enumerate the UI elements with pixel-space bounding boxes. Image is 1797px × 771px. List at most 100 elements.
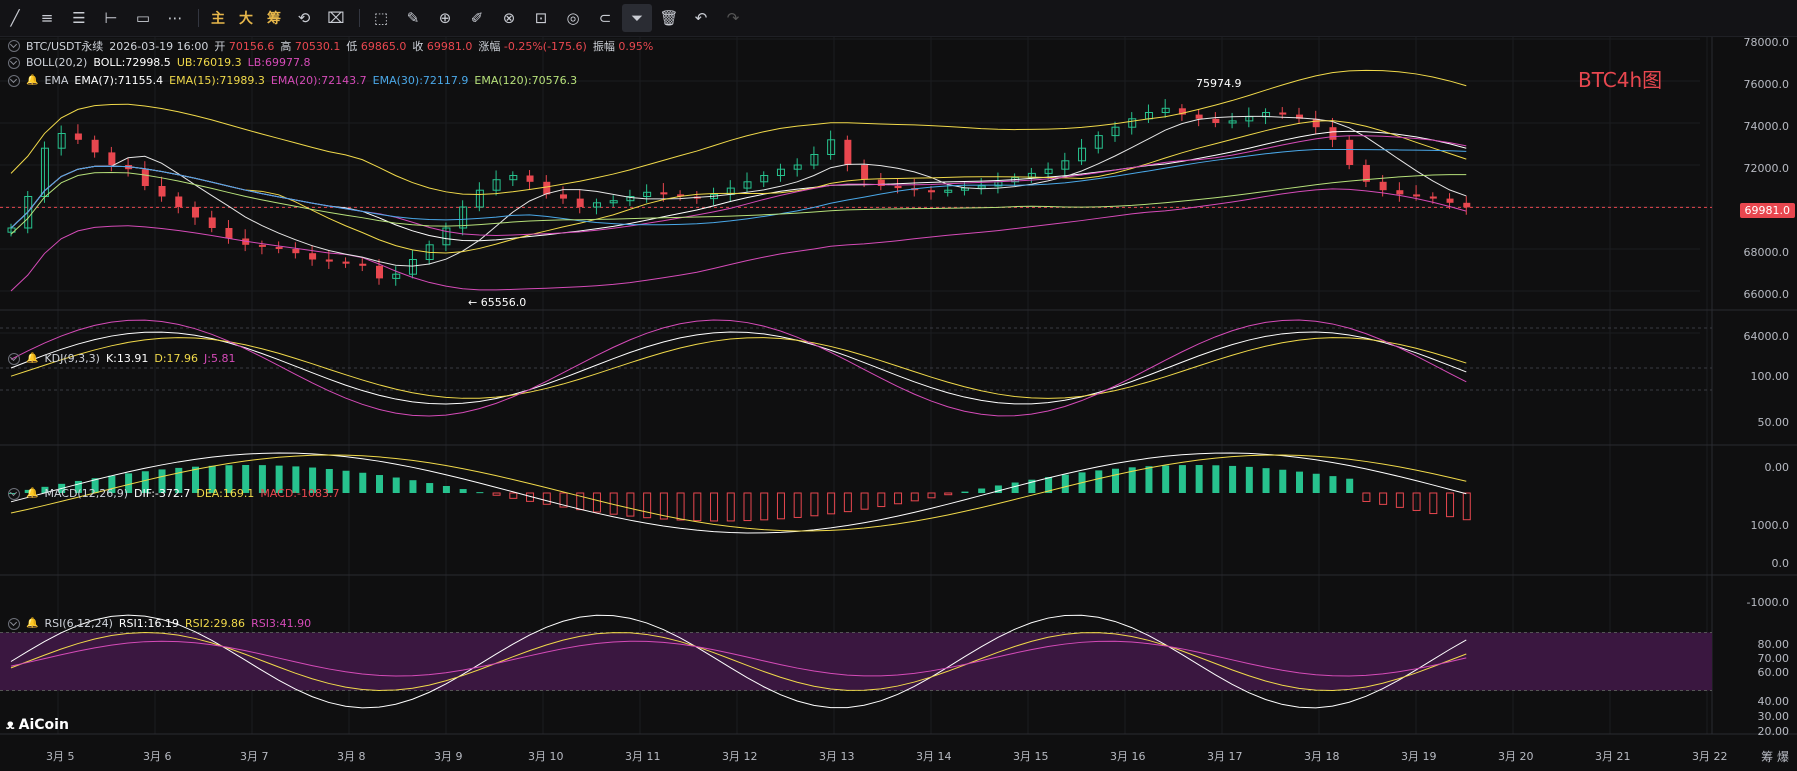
collapse-icon[interactable] [8,617,20,630]
date-tick: 3月 16 [1110,750,1146,763]
kdj-tick: 100.00 [1750,370,1790,383]
trash-icon[interactable]: 🗑 [659,9,679,27]
redo-icon[interactable]: ↷ [726,9,740,27]
macd-hist-bar [376,475,383,493]
replay-icon[interactable]: ⟲ [297,9,311,27]
macd-hist-bar [1011,482,1019,493]
candle-body [1195,114,1203,119]
macd-hist-bar [1162,465,1170,493]
ema30: EMA(30):72117.9 [372,74,469,87]
kdj-tick: 0.00 [1764,461,1790,474]
select-icon[interactable]: ⬚ [373,9,389,27]
date-tick: 3月 21 [1595,750,1631,763]
bell-icon[interactable]: 🔔 [26,618,39,629]
candle-body [459,206,468,229]
chips-button[interactable]: 筹 [267,11,281,27]
bell-icon[interactable]: 🔔 [26,353,39,364]
pattern-icon[interactable]: ⊗ [502,9,516,27]
macd-hist-bar [1128,467,1136,493]
macd-hist-bar [1229,465,1237,493]
date-tick: 3月 11 [625,750,661,763]
candle-body [677,194,685,197]
brush-icon[interactable]: ✐ [470,9,484,27]
rect-tool-icon[interactable]: ▭ [135,9,151,27]
price-tick: 66000.0 [1743,288,1790,301]
boll-lb: LB:69977.8 [247,56,311,69]
kdj-j-line [10,319,1467,417]
collapse-icon[interactable] [8,40,20,52]
measure-icon[interactable]: ✎ [406,9,420,27]
candle-body [776,168,785,176]
candle-body [1279,112,1287,115]
macd-dif-line [10,452,1467,534]
bell-icon[interactable]: 🔔 [26,75,39,86]
ray-tool-icon[interactable]: ⊢ [104,9,118,27]
collapse-icon[interactable] [8,487,20,500]
hline-tool-icon[interactable]: ≡ [40,9,54,27]
logo-text: AiCoin [18,716,69,733]
candle-body [977,185,986,189]
collapse-icon[interactable] [8,74,20,87]
bell-icon[interactable]: 🔔 [26,488,39,499]
zoom-icon[interactable]: ⊕ [438,9,452,27]
line-tool-icon[interactable]: ╱ [10,9,20,27]
ema120: EMA(120):70576.3 [474,74,578,87]
ema120-line [10,171,1467,235]
main-button[interactable]: 主 [211,11,225,27]
undo-icon[interactable]: ↶ [694,9,708,27]
macd-hist-bar [643,492,652,519]
chart-canvas[interactable] [0,37,1797,771]
candle-body [74,133,82,140]
macd-hist-bar [743,492,752,522]
rsi-tick: 40.00 [1757,695,1790,708]
date-tick: 3月 15 [1013,750,1049,763]
macd-hist-bar [309,467,317,493]
macd-hist-bar [927,492,936,499]
collapse-icon[interactable] [8,352,20,365]
large-button[interactable]: 大 [239,11,253,27]
eye-icon[interactable]: ◎ [566,9,580,27]
price-tick: 74000.0 [1743,120,1790,133]
macd-hist-bar [1112,468,1119,493]
magnet-icon[interactable]: ⊂ [598,9,612,27]
ema30-line [10,149,1467,229]
kdj-k: K:13.91 [105,352,149,365]
macd-hist-bar [978,488,986,493]
candle-body [1362,165,1370,182]
macd-hist-bar [426,483,434,493]
kdj-name: KDJ(9,3,3) [44,352,100,365]
candle-body [24,196,33,229]
collapse-icon[interactable] [8,56,20,69]
candle-body [1094,135,1103,149]
candle-body [376,265,383,279]
dots-tool-icon[interactable]: ⋯ [167,9,183,27]
channel-tool-icon[interactable]: ☰ [72,9,86,27]
macd-hist-bar [292,466,300,493]
lock-icon[interactable]: ⊡ [534,9,548,27]
date-tick: 3月 22 [1692,750,1728,763]
candle-body [1329,127,1337,140]
candle-body [1413,194,1421,197]
boll-lower-line [10,188,1467,292]
change-label: 涨幅 [478,40,501,53]
ema-name: EMA [44,74,69,87]
filter-icon[interactable]: ⏷ [622,4,652,32]
last-price-tag: 69981.0 [1739,203,1795,218]
ruler-icon[interactable]: ⌧ [327,9,345,27]
candle-body [1228,120,1237,124]
macd-hist-bar [944,492,953,496]
candle-body [208,217,216,228]
kdj-d-line [10,337,1467,399]
boll-upper-line [10,69,1467,195]
macd-legend: 🔔 MACD(12,26,9) DIF:-372.7 DEA:169.1 MAC… [8,487,339,500]
drawing-toolbar: ╱ ≡ ☰ ⊢ ▭ ⋯ 主 大 筹 ⟲ ⌧ ⬚ ✎ ⊕ ✐ ⊗ ⊡ ◎ ⊂ ⏷ … [0,0,1797,37]
date-tick: 3月 14 [916,750,952,763]
candle-body [1396,190,1404,195]
corner-buttons[interactable]: 筹 爆 [1761,750,1789,764]
candle-body [141,169,149,186]
amp-label: 振幅 [592,40,615,53]
boll-legend: BOLL(20,2) BOLL:72998.5 UB:76019.3 LB:69… [8,56,310,69]
candle-body [576,198,584,207]
macd-hist-bar [1245,466,1253,493]
macd-hist-bar [1262,468,1270,493]
